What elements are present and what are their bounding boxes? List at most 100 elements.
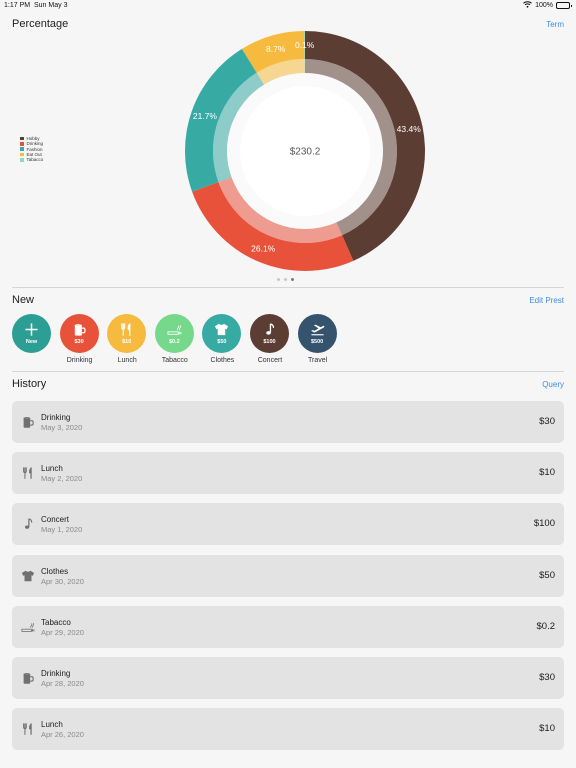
history-item-amount: $30	[539, 416, 555, 427]
history-row[interactable]: Drinking May 3, 2020 $30	[12, 401, 564, 443]
wifi-icon	[523, 1, 532, 10]
history-row[interactable]: Drinking Apr 28, 2020 $30	[12, 657, 564, 699]
history-item-name: Clothes	[41, 566, 69, 576]
term-button[interactable]: Term	[546, 20, 564, 29]
preset-amount: $0.2	[168, 339, 180, 345]
inner-slice-eat-out	[256, 59, 305, 85]
history-item-date: May 1, 2020	[41, 525, 83, 535]
slice-hobby[interactable]	[305, 31, 425, 261]
preset-label: Concert	[257, 357, 283, 364]
legend-swatch	[20, 152, 24, 157]
history-title: History	[12, 378, 47, 390]
status-time: 1:17 PM	[4, 2, 31, 9]
legend-item-fashion: Fashion	[20, 147, 43, 152]
legend-label: Eat Out	[26, 151, 42, 157]
fork-knife-icon	[21, 465, 35, 481]
donut-center-total: $230.2	[290, 147, 321, 158]
shirt-icon	[214, 322, 229, 337]
status-indicators: 100%	[523, 1, 572, 10]
history-row[interactable]: Lunch Apr 26, 2020 $10	[12, 708, 564, 751]
legend-item-tabacco: Tabacco	[20, 157, 43, 162]
slice-fashion[interactable]	[185, 48, 257, 192]
history-item-date: May 2, 2020	[41, 474, 83, 484]
mug-icon	[21, 414, 35, 430]
preset-label: Travel	[307, 357, 328, 364]
history-row[interactable]: Concert May 1, 2020 $100	[12, 503, 564, 546]
inner-slice-hobby	[305, 59, 398, 236]
preset-lunch[interactable]: $10 Lunch	[107, 314, 147, 364]
page-dot[interactable]	[284, 278, 287, 281]
music-note-icon	[21, 516, 35, 532]
history-item-name: Tabacco	[41, 617, 71, 627]
preset-button[interactable]: $500	[297, 314, 337, 353]
history-item-amount: $100	[533, 518, 555, 530]
fork-knife-icon	[119, 322, 134, 337]
preset-button[interactable]: New	[12, 314, 51, 353]
preset-travel[interactable]: $500 Travel	[297, 314, 338, 364]
page-dot[interactable]	[277, 278, 280, 281]
preset-clothes[interactable]: $50 Clothes	[202, 314, 242, 364]
history-item-amount: $30	[539, 672, 555, 683]
history-item-date: Apr 29, 2020	[41, 627, 84, 637]
slice-drinking[interactable]	[192, 182, 354, 271]
music-note-icon	[262, 322, 277, 337]
inner-slice-fashion	[213, 72, 265, 183]
airplane-icon	[310, 322, 325, 337]
history-row[interactable]: Clothes Apr 30, 2020 $50	[12, 554, 564, 597]
page-dot[interactable]	[291, 278, 294, 281]
preset-button[interactable]: $50	[202, 314, 242, 353]
legend-swatch	[20, 142, 24, 146]
history-item-date: Apr 28, 2020	[41, 679, 84, 688]
history-item-date: Apr 30, 2020	[41, 576, 84, 586]
percentage-title: Percentage	[12, 18, 69, 30]
preset-tabacco[interactable]: $0.2 Tabacco	[154, 314, 195, 364]
history-item-amount: $0.2	[536, 620, 556, 632]
history-row[interactable]: Lunch May 2, 2020 $10	[12, 452, 564, 495]
legend-label: Fashion	[26, 146, 43, 152]
preset-concert[interactable]: $100 Concert	[250, 314, 290, 364]
slice-label-tabacco: 0.1%	[295, 40, 315, 50]
fork-knife-icon	[21, 721, 35, 737]
query-button[interactable]: Query	[542, 380, 564, 389]
page-indicator[interactable]	[277, 278, 294, 281]
preset-button[interactable]: $30	[59, 314, 99, 353]
preset-label: Clothes	[210, 357, 235, 364]
preset-button[interactable]: $0.2	[154, 314, 194, 353]
battery-icon	[556, 2, 572, 9]
status-bar: 1:17 PM Sun May 3 100%	[0, 0, 576, 12]
history-item-amount: $50	[539, 569, 555, 581]
history-item-name: Lunch	[41, 720, 63, 730]
preset-button[interactable]: $100	[250, 314, 289, 353]
slice-label-fashion: 21.7%	[193, 111, 218, 121]
history-item-date: Apr 26, 2020	[41, 730, 84, 740]
preset-drinking[interactable]: $30 Drinking	[59, 314, 100, 364]
legend-item-eat-out: Eat Out	[20, 152, 43, 157]
donut-center	[240, 86, 370, 216]
status-date: Sun May 3	[34, 2, 68, 9]
preset-amount: $100	[263, 339, 276, 345]
preset-button[interactable]: $10	[107, 314, 147, 353]
chart-legend: Hobby Drinking Fashion Eat Out Tabacco	[20, 136, 43, 162]
preset-amount: $50	[217, 339, 227, 345]
mug-icon	[72, 322, 87, 337]
divider	[12, 287, 564, 288]
history-item-date: May 3, 2020	[41, 423, 83, 432]
preset-new[interactable]: New	[12, 314, 52, 353]
new-title: New	[12, 294, 35, 306]
legend-swatch	[20, 136, 24, 141]
legend-label: Tabacco	[26, 157, 44, 163]
preset-amount: $30	[74, 339, 84, 345]
slice-tabacco[interactable]	[304, 31, 305, 60]
history-item-name: Concert	[41, 515, 70, 525]
cigarette-icon	[167, 322, 182, 337]
history-item-name: Lunch	[41, 464, 63, 474]
percentage-donut-chart[interactable]: 43.4% 26.1% 21.7% 8.7% 0.1% $230.2	[182, 28, 428, 274]
preset-amount: $500	[310, 339, 324, 345]
preset-label: Tabacco	[161, 357, 188, 364]
slice-eat-out[interactable]	[241, 31, 305, 73]
history-item-amount: $10	[539, 467, 555, 479]
edit-preset-button[interactable]: Edit Prest	[529, 296, 564, 305]
history-item-name: Drinking	[41, 669, 71, 678]
history-row[interactable]: Tabacco Apr 29, 2020 $0.2	[12, 605, 564, 648]
legend-item-hobby: Hobby	[20, 136, 43, 141]
